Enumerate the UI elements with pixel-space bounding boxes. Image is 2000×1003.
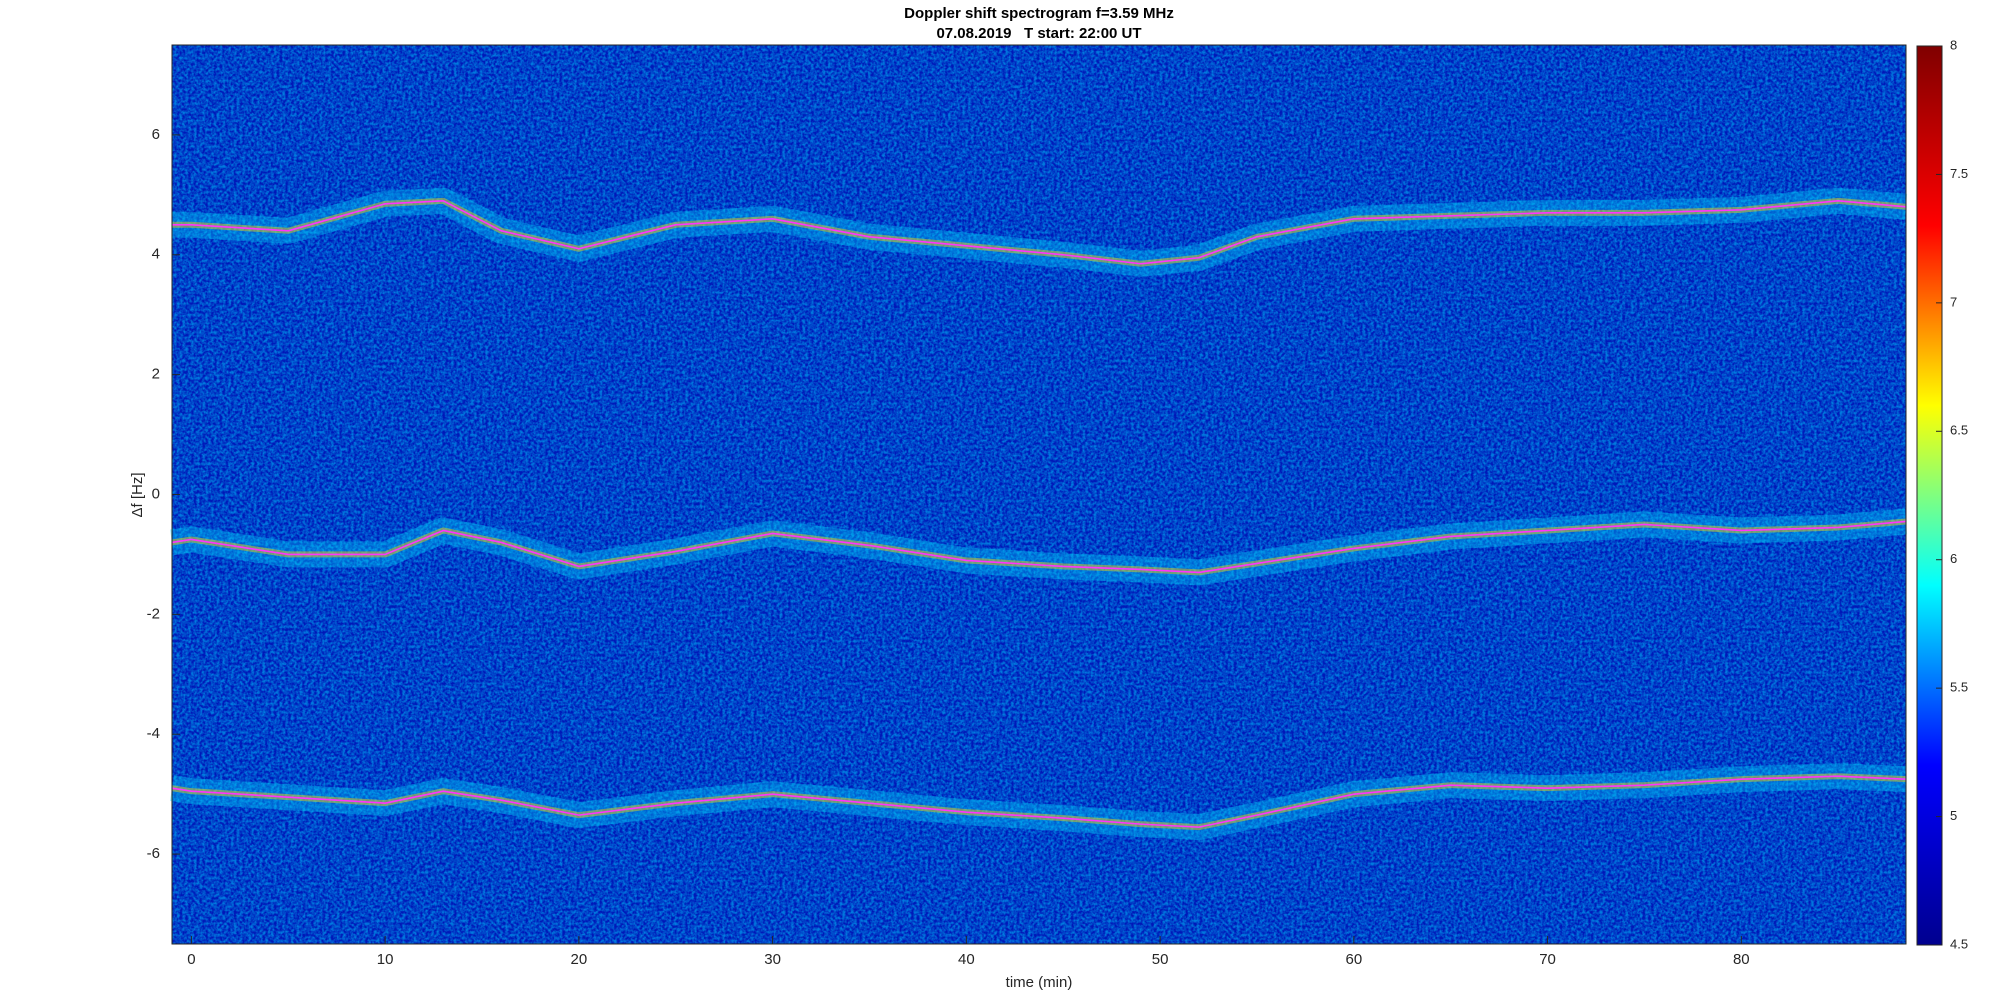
x-axis-label: time (min) — [1006, 974, 1073, 991]
colorbar-tick-label: 6 — [1950, 551, 1957, 566]
y-tick-label: 0 — [152, 485, 160, 502]
x-tick-label: 10 — [377, 951, 394, 968]
x-tick-label: 70 — [1539, 951, 1556, 968]
y-tick-label: -2 — [147, 605, 160, 622]
colorbar-tick-label: 7 — [1950, 294, 1957, 309]
x-tick-label: 50 — [1152, 951, 1169, 968]
colorbar — [1916, 45, 1943, 946]
y-tick-label: -4 — [147, 725, 160, 742]
y-axis-label: Δf [Hz] — [129, 472, 146, 517]
x-tick-label: 80 — [1733, 951, 1750, 968]
colorbar-tick-label: 7.5 — [1950, 166, 1968, 181]
chart-title: Doppler shift spectrogram f=3.59 MHz — [904, 5, 1174, 22]
chart-subtitle: 07.08.2019 T start: 22:00 UT — [936, 25, 1141, 42]
x-tick-label: 40 — [958, 951, 975, 968]
x-tick-label: 0 — [187, 951, 195, 968]
trace-line — [171, 775, 1907, 828]
y-tick-label: 2 — [152, 366, 160, 383]
colorbar-tick-label: 8 — [1950, 37, 1957, 52]
colorbar-tick-label: 5.5 — [1950, 680, 1968, 695]
colorbar-tick-label: 5 — [1950, 808, 1957, 823]
trace-line — [171, 520, 1907, 574]
x-tick-label: 30 — [764, 951, 781, 968]
y-tick-label: 4 — [152, 246, 160, 263]
trace-line — [172, 200, 1907, 265]
x-tick-label: 20 — [571, 951, 588, 968]
colorbar-tick-label: 4.5 — [1950, 936, 1968, 951]
y-tick-label: -6 — [147, 845, 160, 862]
colorbar-tick-label: 6.5 — [1950, 423, 1968, 438]
x-tick-label: 60 — [1345, 951, 1362, 968]
y-tick-label: 6 — [152, 126, 160, 143]
